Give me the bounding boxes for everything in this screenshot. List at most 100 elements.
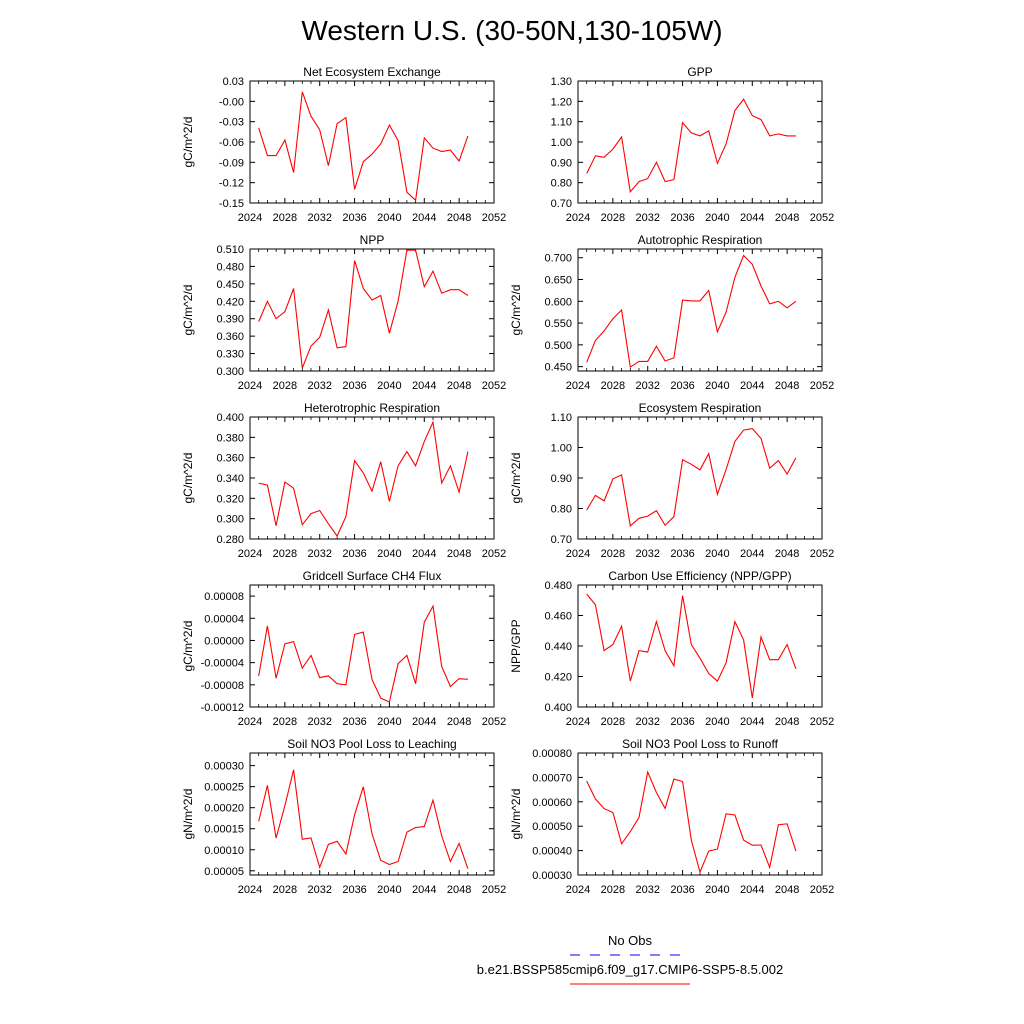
x-tick-label: 2024 — [566, 380, 590, 392]
x-tick-label: 2044 — [740, 884, 764, 896]
x-tick-label: 2028 — [273, 380, 297, 392]
y-axis-label: gC/m^2/d — [509, 285, 523, 336]
chart-panel-7: Carbon Use Efficiency (NPP/GPP) 2024 2028 2… — [509, 569, 834, 728]
x-tick-label: 2024 — [566, 884, 590, 896]
x-tick-label: 2052 — [482, 716, 506, 728]
x-tick-label: 2044 — [740, 716, 764, 728]
y-tick-label: 0.00004 — [204, 613, 244, 625]
x-tick-label: 2032 — [635, 380, 659, 392]
x-tick-label: 2052 — [810, 548, 834, 560]
x-tick-label: 2048 — [775, 884, 799, 896]
y-tick-label: 1.00 — [551, 137, 572, 149]
x-tick-label: 2048 — [775, 212, 799, 224]
y-tick-label: 0.00030 — [204, 761, 244, 773]
x-tick-label: 2044 — [412, 716, 436, 728]
x-tick-label: 2044 — [740, 212, 764, 224]
series-line — [258, 769, 469, 870]
chart-title: GPP — [687, 65, 712, 79]
y-tick-label: 0.380 — [216, 432, 244, 444]
series-line — [586, 98, 796, 194]
x-tick-label: 2036 — [670, 716, 694, 728]
x-tick-label: 2040 — [705, 380, 729, 392]
series-line — [586, 254, 797, 369]
x-tick-label: 2048 — [447, 548, 471, 560]
chart-title: NPP — [360, 233, 385, 247]
x-tick-label: 2036 — [670, 884, 694, 896]
panels-group: Net Ecosystem Exchange 2024 2028 2032 2036 20… — [181, 65, 834, 896]
series-line — [258, 604, 468, 703]
y-tick-label: 0.700 — [544, 253, 572, 265]
x-tick-label: 2028 — [273, 716, 297, 728]
series-line — [586, 770, 797, 874]
series-line — [586, 593, 797, 698]
y-tick-label: 0.00010 — [204, 845, 244, 857]
x-tick-label: 2040 — [705, 212, 729, 224]
y-tick-label: -0.00008 — [201, 680, 244, 692]
y-axis-label: gC/m^2/d — [181, 285, 195, 336]
y-tick-label: 0.330 — [216, 349, 244, 361]
y-tick-label: 0.00025 — [204, 782, 244, 794]
y-tick-label: -0.15 — [219, 198, 244, 210]
x-tick-label: 2052 — [482, 212, 506, 224]
x-tick-label: 2024 — [566, 212, 590, 224]
x-tick-label: 2028 — [601, 380, 625, 392]
x-tick-label: 2032 — [635, 548, 659, 560]
x-tick-label: 2052 — [810, 380, 834, 392]
x-tick-label: 2032 — [307, 548, 331, 560]
y-axis-label: gC/m^2/d — [181, 117, 195, 168]
y-tick-label: 0.340 — [216, 473, 244, 485]
x-tick-label: 2044 — [412, 884, 436, 896]
x-tick-label: 2040 — [377, 548, 401, 560]
x-tick-label: 2048 — [775, 380, 799, 392]
y-tick-label: 0.00000 — [204, 635, 244, 647]
y-tick-label: 0.420 — [216, 296, 244, 308]
y-tick-label: 0.00015 — [204, 824, 244, 836]
legend-label-obs: No Obs — [608, 933, 653, 948]
x-tick-label: 2028 — [601, 548, 625, 560]
chart-title: Autotrophic Respiration — [638, 233, 763, 247]
x-tick-label: 2040 — [377, 884, 401, 896]
y-tick-label: 0.70 — [551, 198, 572, 210]
x-tick-label: 2036 — [342, 212, 366, 224]
y-axis-label: gC/m^2/d — [509, 453, 523, 504]
x-tick-label: 2052 — [810, 212, 834, 224]
x-tick-label: 2036 — [342, 380, 366, 392]
y-tick-label: 0.480 — [216, 261, 244, 273]
y-tick-label: 0.360 — [216, 331, 244, 343]
x-tick-label: 2048 — [447, 884, 471, 896]
y-tick-label: 0.300 — [216, 514, 244, 526]
y-tick-label: 0.500 — [544, 340, 572, 352]
y-tick-label: 0.450 — [216, 279, 244, 291]
y-tick-label: 0.00020 — [204, 803, 244, 815]
y-tick-label: 0.90 — [551, 157, 572, 169]
chart-panel-1: GPP 2024 2028 2032 2036 2040 2044 2048 2052 1.30 1… — [551, 65, 835, 224]
x-tick-label: 2052 — [482, 548, 506, 560]
x-tick-label: 2032 — [307, 380, 331, 392]
x-tick-label: 2024 — [566, 716, 590, 728]
y-tick-label: 1.00 — [551, 443, 572, 455]
series-line — [586, 428, 797, 527]
y-tick-label: 0.00060 — [532, 797, 572, 809]
chart-panel-3: Autotrophic Respiration 2024 2028 2032 2036 2… — [509, 233, 834, 392]
x-tick-label: 2024 — [238, 716, 262, 728]
y-tick-label: 0.80 — [551, 178, 572, 190]
x-tick-label: 2028 — [601, 884, 625, 896]
y-tick-label: -0.00004 — [201, 658, 244, 670]
x-tick-label: 2028 — [273, 548, 297, 560]
y-tick-label: 0.00030 — [532, 870, 572, 882]
y-tick-label: 0.00070 — [532, 772, 572, 784]
y-axis-label: gN/m^2/d — [509, 789, 523, 840]
y-tick-label: 0.480 — [544, 580, 572, 592]
chart-panel-4: Heterotrophic Respiration 2024 2028 2032 203… — [181, 401, 506, 560]
x-tick-label: 2048 — [775, 716, 799, 728]
y-tick-label: 0.00005 — [204, 866, 244, 878]
plot-frame — [249, 80, 495, 204]
y-tick-label: 0.510 — [216, 244, 244, 256]
x-tick-label: 2036 — [670, 548, 694, 560]
series-line — [258, 91, 469, 202]
y-tick-label: -0.06 — [219, 137, 244, 149]
y-tick-label: 0.90 — [551, 473, 572, 485]
x-tick-label: 2036 — [342, 884, 366, 896]
plot-frame — [249, 248, 495, 372]
